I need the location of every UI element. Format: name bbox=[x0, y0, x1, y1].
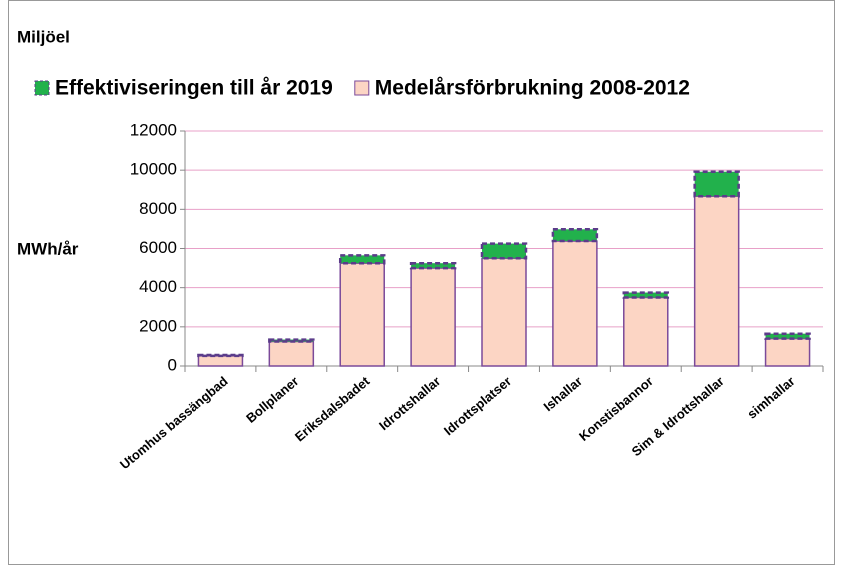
y-tick-label: 10000 bbox=[130, 160, 177, 179]
legend-label: Effektiviseringen till år 2019 bbox=[55, 77, 333, 100]
y-tick-label: 12000 bbox=[130, 120, 177, 139]
y-tick-label: 0 bbox=[168, 355, 177, 374]
bar-segment bbox=[551, 228, 599, 243]
bar-segment bbox=[693, 195, 740, 367]
bar-segment bbox=[197, 355, 244, 367]
bar-segment bbox=[338, 254, 386, 265]
y-tick-label: 2000 bbox=[139, 316, 177, 335]
y-tick-label: 8000 bbox=[139, 199, 177, 218]
legend-swatch bbox=[354, 80, 370, 96]
bar-segment bbox=[268, 340, 315, 367]
y-tick-label: 6000 bbox=[139, 238, 177, 257]
bar-segment bbox=[197, 353, 244, 358]
bar-segment bbox=[410, 267, 456, 367]
bar-segment bbox=[409, 261, 457, 270]
y-tick-label: 4000 bbox=[139, 277, 177, 296]
bar-segment bbox=[481, 257, 527, 367]
legend-label: Medelårsförbrukning 2008-2012 bbox=[375, 77, 690, 100]
legend-swatch bbox=[34, 80, 50, 96]
bar-segment bbox=[552, 240, 598, 367]
bar-segment bbox=[622, 291, 670, 299]
bar-segment bbox=[764, 337, 811, 367]
chart-title: Miljöel bbox=[17, 27, 70, 46]
bar-segment bbox=[623, 296, 669, 367]
bar-segment bbox=[339, 262, 385, 367]
bar-segment bbox=[480, 242, 528, 260]
bar-segment bbox=[693, 170, 740, 198]
bar-segment bbox=[764, 332, 811, 340]
y-axis-label: MWh/år bbox=[17, 239, 79, 258]
bar-segment bbox=[268, 338, 315, 343]
